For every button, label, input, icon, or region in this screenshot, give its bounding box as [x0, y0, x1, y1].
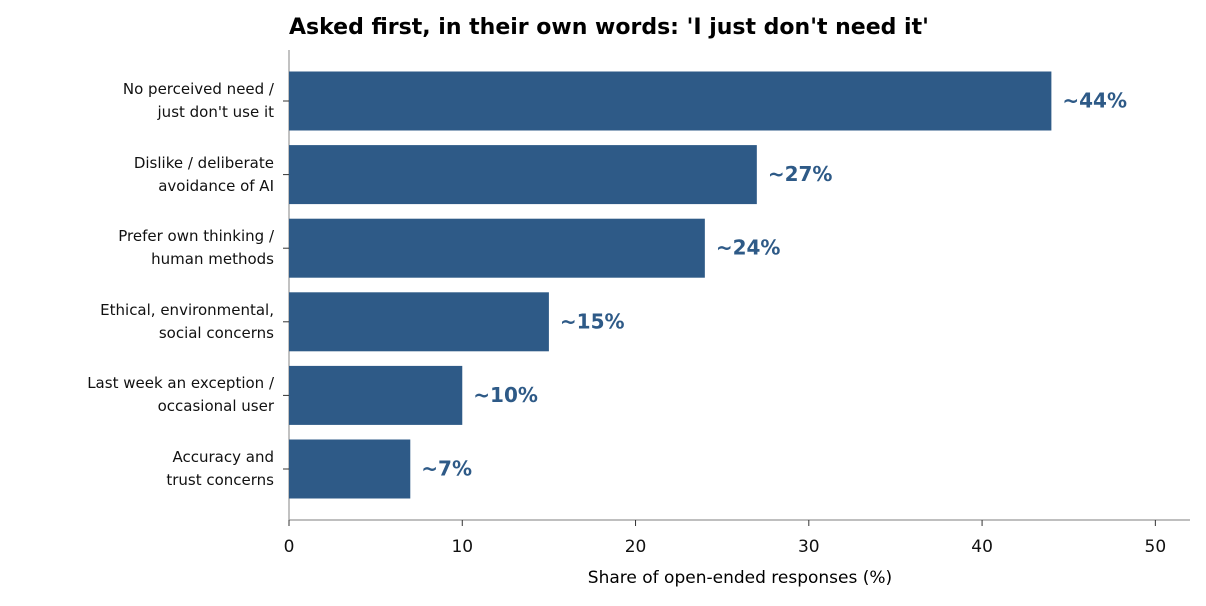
y-tick-label: Ethical, environmental, social concerns	[100, 300, 274, 342]
bar	[289, 365, 463, 425]
bar	[289, 145, 757, 205]
y-tick-label: No perceived need / just don't use it	[122, 80, 274, 121]
value-label: ~44%	[1062, 89, 1127, 113]
bar	[289, 218, 705, 278]
value-label: ~27%	[768, 162, 833, 186]
x-tick-label: 20	[625, 537, 647, 557]
value-label: ~15%	[560, 309, 625, 333]
bar	[289, 439, 411, 499]
value-label: ~10%	[473, 383, 538, 407]
x-tick-label: 50	[1145, 537, 1167, 557]
x-tick-label: 0	[284, 537, 295, 557]
x-tick-label: 30	[798, 537, 820, 557]
x-axis-label: Share of open-ended responses (%)	[588, 568, 892, 588]
value-label: ~7%	[421, 457, 472, 481]
y-tick-label: Dislike / deliberate avoidance of AI	[133, 153, 274, 195]
bar	[289, 292, 549, 352]
y-tick-label: Last week an exception / occasional user	[87, 374, 274, 416]
y-tick-label: Prefer own thinking / human methods	[118, 227, 274, 269]
value-label: ~24%	[716, 236, 781, 260]
bar	[289, 71, 1052, 131]
y-tick-label: Accuracy and trust concerns	[166, 448, 274, 489]
x-tick-label: 40	[971, 537, 993, 557]
chart-title: Asked first, in their own words: 'I just…	[289, 15, 929, 40]
x-tick-label: 10	[451, 537, 473, 557]
